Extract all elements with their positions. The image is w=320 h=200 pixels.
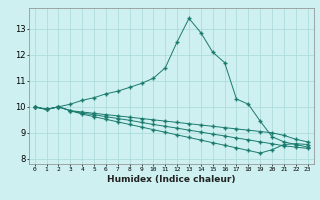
X-axis label: Humidex (Indice chaleur): Humidex (Indice chaleur) xyxy=(107,175,236,184)
